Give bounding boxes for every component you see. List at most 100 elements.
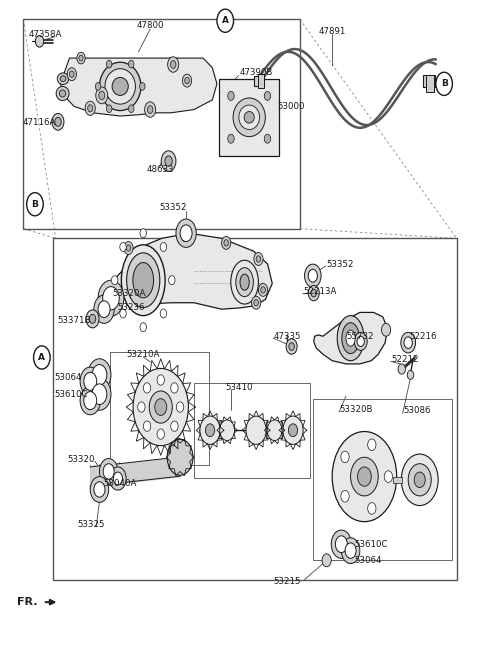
- Circle shape: [107, 60, 112, 68]
- Bar: [53, 238, 456, 579]
- Ellipse shape: [231, 260, 258, 304]
- Circle shape: [283, 416, 303, 444]
- Text: 47116A: 47116A: [23, 118, 56, 127]
- Circle shape: [96, 83, 101, 90]
- Circle shape: [84, 392, 96, 409]
- Bar: [110, 352, 209, 465]
- Circle shape: [157, 429, 165, 440]
- Ellipse shape: [233, 98, 265, 137]
- Circle shape: [220, 420, 234, 441]
- Circle shape: [99, 459, 118, 484]
- Circle shape: [120, 309, 126, 318]
- Bar: [219, 79, 279, 156]
- Circle shape: [382, 323, 391, 336]
- Circle shape: [368, 439, 376, 451]
- Circle shape: [103, 286, 119, 310]
- Ellipse shape: [56, 87, 69, 101]
- Circle shape: [124, 242, 133, 254]
- Text: 53371B: 53371B: [57, 316, 91, 325]
- Circle shape: [228, 134, 234, 143]
- Circle shape: [129, 60, 134, 68]
- Circle shape: [84, 373, 96, 390]
- Circle shape: [85, 101, 96, 116]
- Text: 47800: 47800: [136, 22, 164, 30]
- Text: 53086: 53086: [403, 407, 431, 415]
- Text: 55732: 55732: [346, 332, 373, 341]
- Text: 53610C: 53610C: [55, 390, 88, 399]
- Circle shape: [185, 78, 189, 84]
- Text: 53352: 53352: [326, 260, 354, 269]
- Circle shape: [133, 369, 188, 445]
- Circle shape: [126, 245, 131, 251]
- Circle shape: [264, 134, 271, 143]
- Circle shape: [261, 286, 265, 293]
- Circle shape: [332, 432, 396, 522]
- Circle shape: [336, 536, 348, 553]
- Circle shape: [176, 219, 196, 248]
- Circle shape: [341, 537, 360, 564]
- Circle shape: [67, 68, 76, 81]
- Circle shape: [155, 399, 167, 415]
- Circle shape: [92, 384, 107, 405]
- Circle shape: [80, 386, 100, 415]
- Ellipse shape: [244, 112, 254, 123]
- Text: 53610C: 53610C: [354, 539, 388, 549]
- Text: 52216: 52216: [409, 332, 437, 341]
- Circle shape: [256, 256, 261, 262]
- Circle shape: [144, 102, 156, 118]
- Ellipse shape: [239, 105, 260, 129]
- Text: 53352: 53352: [159, 203, 187, 212]
- Text: A: A: [222, 16, 229, 25]
- Bar: [254, 76, 264, 87]
- Circle shape: [171, 421, 178, 432]
- Text: FR.: FR.: [17, 597, 37, 607]
- Circle shape: [288, 424, 298, 437]
- Circle shape: [228, 91, 234, 101]
- Text: 47335: 47335: [274, 332, 301, 341]
- Circle shape: [171, 383, 178, 393]
- Circle shape: [182, 235, 187, 242]
- Circle shape: [94, 295, 114, 323]
- Circle shape: [88, 104, 93, 112]
- Circle shape: [70, 71, 74, 78]
- Circle shape: [96, 87, 108, 104]
- Circle shape: [311, 289, 316, 297]
- Circle shape: [252, 296, 261, 309]
- Circle shape: [167, 440, 193, 475]
- Circle shape: [404, 337, 412, 348]
- Circle shape: [79, 55, 83, 61]
- Circle shape: [436, 72, 453, 95]
- Circle shape: [308, 285, 319, 301]
- Circle shape: [55, 118, 61, 126]
- Ellipse shape: [112, 78, 128, 95]
- Circle shape: [103, 464, 114, 479]
- Circle shape: [414, 472, 425, 487]
- Ellipse shape: [346, 330, 355, 346]
- Circle shape: [254, 252, 263, 265]
- Circle shape: [368, 503, 376, 514]
- Text: 53215: 53215: [274, 577, 301, 586]
- Circle shape: [161, 151, 176, 171]
- Circle shape: [177, 402, 184, 412]
- Text: A: A: [38, 353, 45, 362]
- Ellipse shape: [57, 73, 69, 85]
- Circle shape: [384, 471, 393, 482]
- Text: 48633: 48633: [146, 165, 174, 174]
- Circle shape: [140, 83, 145, 90]
- Circle shape: [331, 530, 351, 558]
- Text: 52213A: 52213A: [303, 286, 337, 296]
- Circle shape: [200, 416, 220, 444]
- Circle shape: [86, 310, 99, 328]
- Circle shape: [36, 35, 44, 47]
- Circle shape: [140, 229, 146, 238]
- Text: 47891: 47891: [318, 26, 346, 35]
- Circle shape: [129, 105, 134, 112]
- Circle shape: [354, 332, 367, 350]
- Circle shape: [144, 383, 151, 393]
- Circle shape: [149, 391, 172, 423]
- Ellipse shape: [121, 245, 165, 315]
- Text: B: B: [32, 200, 38, 209]
- Circle shape: [88, 378, 111, 410]
- Text: 53000: 53000: [278, 102, 305, 111]
- Circle shape: [357, 336, 364, 346]
